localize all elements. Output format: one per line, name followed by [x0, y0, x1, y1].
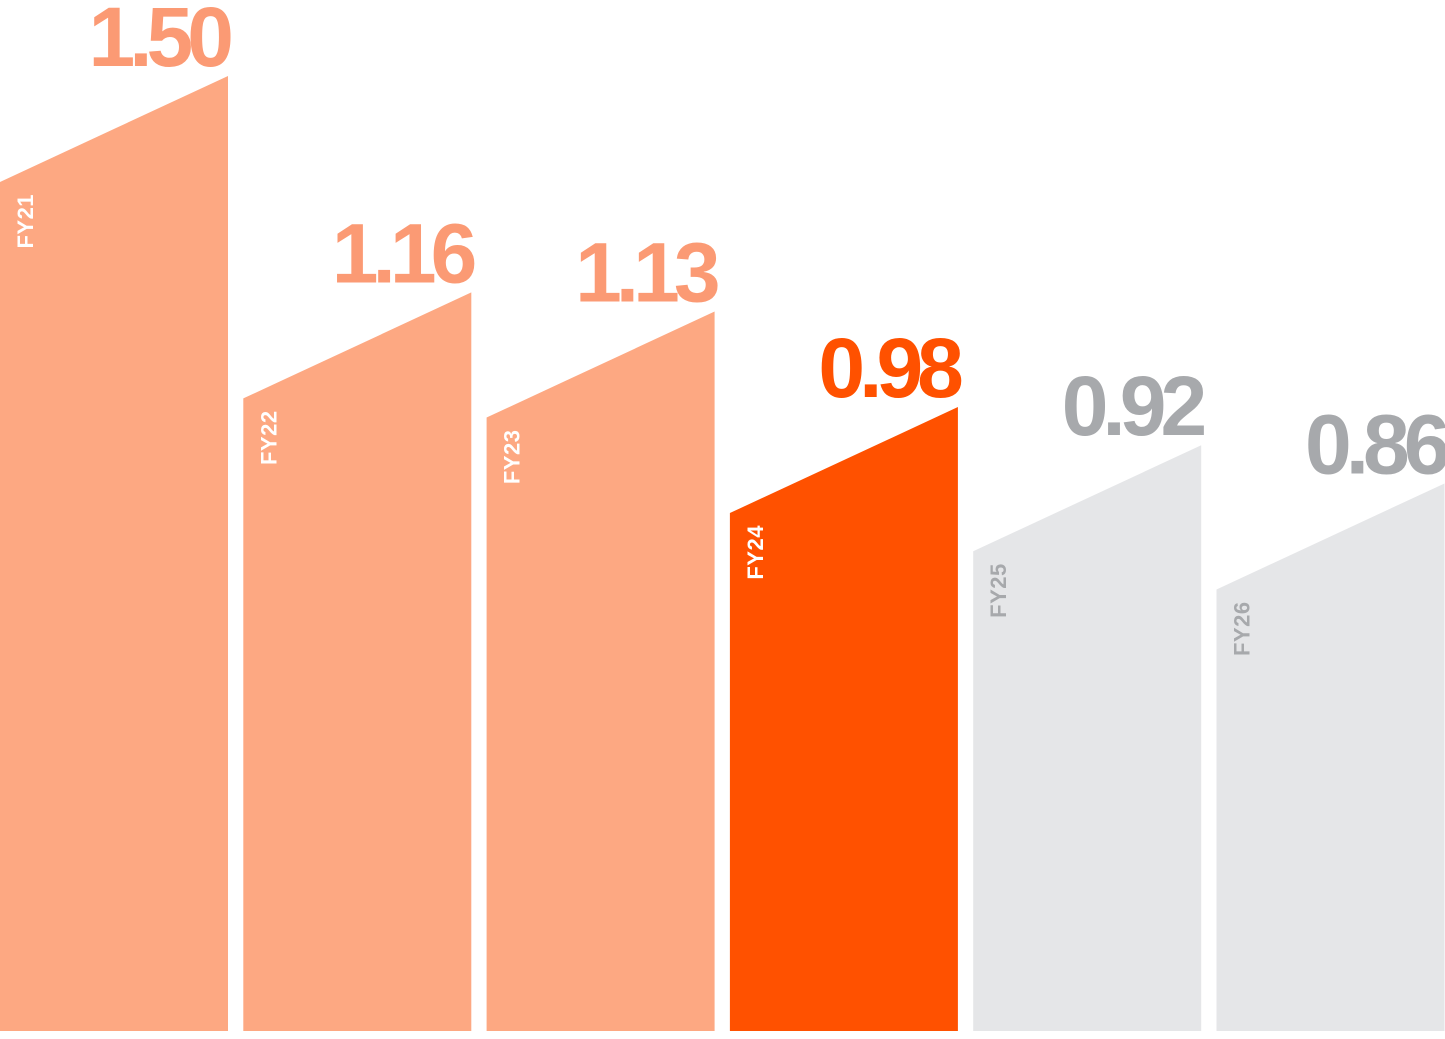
bar-fy25: [973, 445, 1202, 1032]
category-label-fy25: FY25: [986, 563, 1011, 618]
bar-fy24: [729, 407, 958, 1031]
bar-fy26: [1216, 483, 1445, 1031]
value-label-fy23: 1.13: [575, 226, 718, 320]
value-label-fy24: 0.98: [818, 321, 962, 415]
category-labels-group: FY21 FY22 FY23 FY24 FY25 FY26: [13, 194, 1255, 656]
category-label-fy21: FY21: [13, 194, 38, 249]
category-label-fy23: FY23: [500, 430, 525, 485]
bar-fy21: [0, 75, 228, 1031]
value-label-fy21: 1.50: [89, 0, 232, 84]
category-label-fy26: FY26: [1230, 601, 1255, 656]
category-label-fy24: FY24: [743, 525, 768, 580]
value-labels-group: 1.50 1.16 1.13 0.98 0.92 0.86: [89, 0, 1445, 491]
bar-fy22: [243, 292, 472, 1032]
bar-fy23: [486, 311, 715, 1031]
bars-group: [0, 75, 1445, 1032]
value-label-fy22: 1.16: [332, 206, 475, 300]
value-label-fy26: 0.86: [1305, 397, 1445, 491]
category-label-fy22: FY22: [256, 410, 281, 465]
value-label-fy25: 0.92: [1062, 359, 1205, 453]
